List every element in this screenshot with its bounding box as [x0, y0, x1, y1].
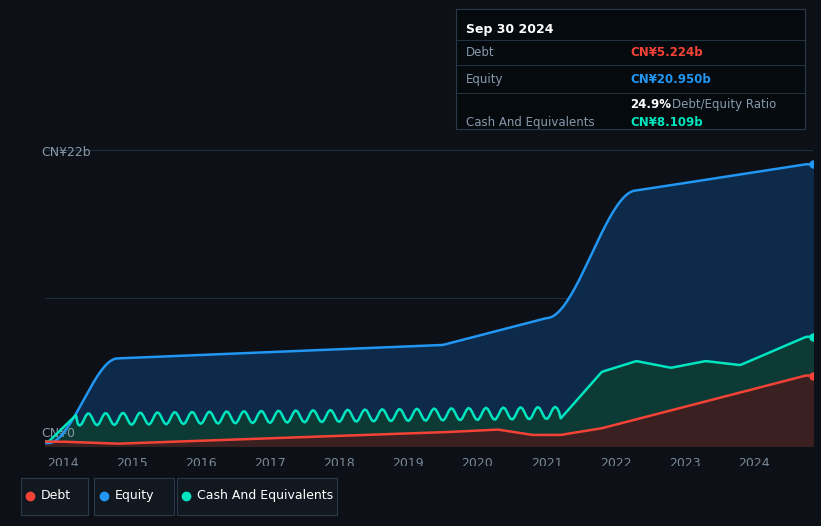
- Text: Debt: Debt: [41, 489, 71, 502]
- FancyBboxPatch shape: [21, 478, 88, 515]
- Text: 24.9%: 24.9%: [631, 98, 671, 112]
- FancyBboxPatch shape: [177, 478, 337, 515]
- Text: Debt: Debt: [466, 46, 495, 59]
- Text: Equity: Equity: [115, 489, 154, 502]
- Text: CN¥5.224b: CN¥5.224b: [631, 46, 703, 59]
- Text: Sep 30 2024: Sep 30 2024: [466, 23, 553, 36]
- Text: CN¥20.950b: CN¥20.950b: [631, 73, 711, 86]
- Text: Cash And Equivalents: Cash And Equivalents: [466, 116, 594, 129]
- Text: Cash And Equivalents: Cash And Equivalents: [197, 489, 333, 502]
- Text: CN¥22b: CN¥22b: [41, 146, 91, 159]
- Text: Debt/Equity Ratio: Debt/Equity Ratio: [672, 98, 776, 112]
- Text: CN¥8.109b: CN¥8.109b: [631, 116, 703, 129]
- Text: CN¥0: CN¥0: [41, 427, 76, 440]
- Text: Equity: Equity: [466, 73, 503, 86]
- FancyBboxPatch shape: [94, 478, 174, 515]
